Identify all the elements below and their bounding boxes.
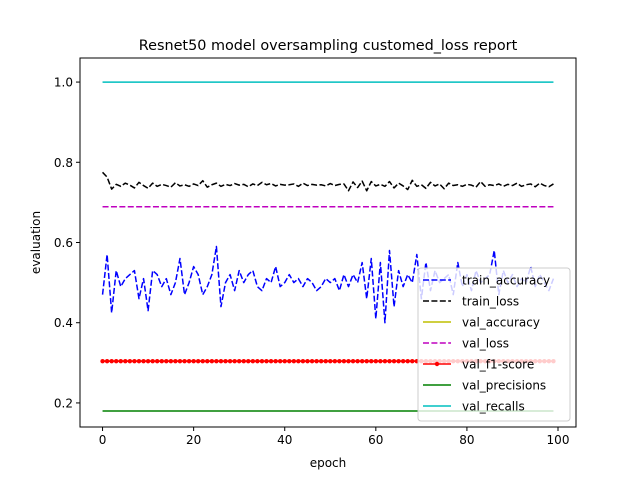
data-point-val-f1-score xyxy=(241,359,246,364)
data-point-val-f1-score xyxy=(200,359,205,364)
data-point-val-f1-score xyxy=(259,359,265,364)
data-point-val-f1-score xyxy=(287,359,292,364)
data-point-val-f1-score xyxy=(364,359,369,364)
x-tick-label: 80 xyxy=(459,433,474,447)
data-point-val-f1-score xyxy=(182,359,187,364)
data-point-val-f1-score xyxy=(223,359,228,364)
series-line-train-loss xyxy=(102,171,554,192)
y-tick-label: 0.6 xyxy=(54,236,73,250)
data-point-val-f1-score xyxy=(186,359,192,364)
data-point-val-f1-score xyxy=(255,359,260,364)
data-point-val-f1-score xyxy=(273,359,278,364)
data-point-val-f1-score xyxy=(246,359,251,364)
x-axis-label: epoch xyxy=(310,456,347,470)
data-point-val-f1-score xyxy=(136,359,142,364)
legend-label-val-loss: val_loss xyxy=(462,337,509,351)
chart-title: Resnet50 model oversampling customed_los… xyxy=(139,38,518,54)
data-point-val-f1-score xyxy=(309,359,315,364)
y-tick-label: 1.0 xyxy=(54,76,73,90)
legend-label-train-loss: train_loss xyxy=(462,295,519,309)
legend: train_accuracy train_loss val_accuracy val_… xyxy=(417,267,571,422)
data-point-val-f1-score xyxy=(209,359,215,364)
data-point-val-f1-score xyxy=(177,359,183,364)
data-point-val-f1-score xyxy=(346,359,351,364)
data-point-val-f1-score xyxy=(168,359,174,364)
x-tick-label: 0 xyxy=(99,433,107,447)
legend-box xyxy=(417,267,571,422)
data-point-val-f1-score xyxy=(123,359,128,364)
data-point-val-f1-score xyxy=(277,359,283,364)
data-point-val-f1-score xyxy=(155,359,160,364)
data-point-val-f1-score xyxy=(145,359,151,364)
data-point-val-f1-score xyxy=(359,359,365,364)
data-point-val-f1-score xyxy=(118,359,123,364)
data-point-val-f1-score xyxy=(369,359,374,364)
data-point-val-f1-score xyxy=(268,359,274,364)
data-point-val-f1-score xyxy=(150,359,155,364)
data-point-val-f1-score xyxy=(114,359,119,364)
data-point-val-f1-score xyxy=(396,359,401,364)
legend-label-train-accuracy: train_accuracy xyxy=(462,274,550,288)
data-point-val-f1-score xyxy=(264,359,269,364)
data-point-val-f1-score xyxy=(405,359,410,364)
legend-marker-val-f1-score xyxy=(434,361,440,367)
data-point-val-f1-score xyxy=(132,359,137,364)
legend-label-val-f1-score: val_f1-score xyxy=(462,358,534,372)
data-point-val-f1-score xyxy=(332,359,338,364)
legend-label-val-precisions: val_precisions xyxy=(462,379,546,393)
data-point-val-f1-score xyxy=(305,359,310,364)
data-point-val-f1-score xyxy=(195,359,201,364)
data-point-val-f1-score xyxy=(410,359,415,364)
data-point-val-f1-score xyxy=(159,359,164,364)
y-tick-label: 0.8 xyxy=(54,156,73,170)
data-point-val-f1-score xyxy=(127,359,133,364)
x-tick-label: 40 xyxy=(277,433,292,447)
data-point-val-f1-score xyxy=(296,359,301,364)
y-tick-label: 0.2 xyxy=(54,396,73,410)
data-point-val-f1-score xyxy=(109,359,114,364)
data-point-val-f1-score xyxy=(191,359,196,364)
data-point-val-f1-score xyxy=(318,359,324,364)
data-point-val-f1-score xyxy=(382,359,388,364)
data-point-val-f1-score xyxy=(391,359,397,364)
data-point-val-f1-score xyxy=(141,359,146,364)
data-point-val-f1-score xyxy=(173,359,178,364)
data-point-val-f1-score xyxy=(104,359,110,364)
data-point-val-f1-score xyxy=(378,359,383,364)
data-point-val-f1-score xyxy=(314,359,319,364)
data-point-val-f1-score xyxy=(218,359,224,364)
data-point-val-f1-score xyxy=(400,359,406,364)
x-tick-label: 60 xyxy=(368,433,383,447)
data-point-val-f1-score xyxy=(236,359,242,364)
data-point-val-f1-score xyxy=(291,359,297,364)
axis-layer: 0 20 40 60 80 100 0.2 0.4 0.6 0.8 1.0 xyxy=(54,57,577,447)
data-point-val-f1-score xyxy=(328,359,333,364)
y-tick-label: 0.4 xyxy=(54,316,73,330)
x-tick-label: 20 xyxy=(186,433,201,447)
data-point-val-f1-score xyxy=(355,359,360,364)
data-point-val-f1-score xyxy=(164,359,169,364)
legend-label-val-recalls: val_recalls xyxy=(462,400,525,414)
data-point-val-f1-score xyxy=(387,359,392,364)
x-tick-label: 100 xyxy=(547,433,570,447)
legend-label-val-accuracy: val_accuracy xyxy=(462,316,540,330)
data-point-val-f1-score xyxy=(214,359,219,364)
data-point-val-f1-score xyxy=(323,359,328,364)
data-point-val-f1-score xyxy=(341,359,347,364)
data-point-val-f1-score xyxy=(300,359,306,364)
y-axis-label: evaluation xyxy=(29,211,43,274)
data-point-val-f1-score xyxy=(350,359,356,364)
data-point-val-f1-score xyxy=(232,359,237,364)
data-point-val-f1-score xyxy=(282,359,287,364)
data-point-val-f1-score xyxy=(205,359,210,364)
data-point-val-f1-score xyxy=(227,359,233,364)
data-point-val-f1-score xyxy=(250,359,256,364)
data-point-val-f1-score xyxy=(337,359,342,364)
data-point-val-f1-score xyxy=(373,359,379,364)
data-point-val-f1-score xyxy=(100,359,105,364)
